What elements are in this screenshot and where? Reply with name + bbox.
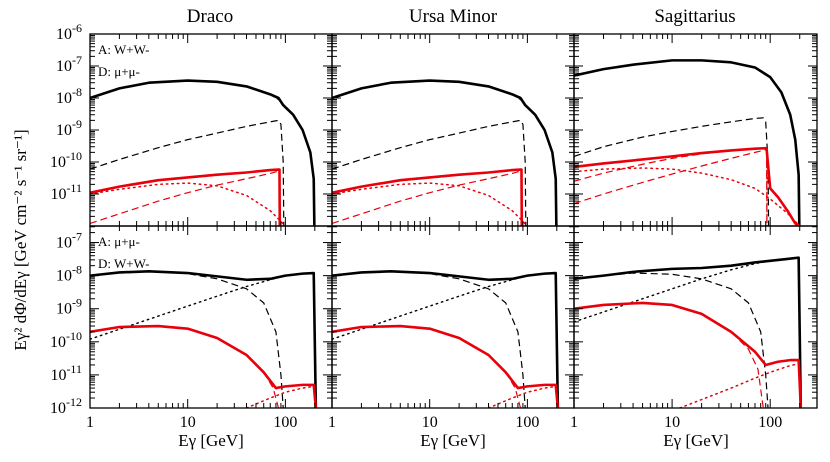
axis-ticks bbox=[573, 33, 818, 227]
series-group bbox=[90, 270, 318, 408]
legend-entry: A: W+W- bbox=[98, 42, 150, 57]
x-tick-label: 100 bbox=[758, 414, 782, 431]
series-a-dashed bbox=[332, 270, 526, 408]
y-tick-label: 10-10 bbox=[50, 329, 82, 351]
x-tick-label: 1 bbox=[570, 414, 578, 431]
series-a-dashed bbox=[574, 272, 769, 408]
legend-entry: D: μ+μ- bbox=[98, 64, 140, 79]
axis-ticks bbox=[331, 226, 575, 409]
x-tick-label: 10 bbox=[664, 414, 680, 431]
series-d-dotted bbox=[679, 362, 800, 408]
series-d-dotted bbox=[90, 182, 287, 226]
panel-frame bbox=[89, 225, 333, 409]
y-tick-label: 10-12 bbox=[50, 395, 82, 417]
series-d-total bbox=[90, 324, 318, 408]
series-d-total bbox=[332, 324, 560, 408]
panel-frame bbox=[573, 33, 818, 227]
series-d-dotted bbox=[332, 182, 529, 226]
y-tick-label: 10-11 bbox=[50, 181, 82, 203]
x-tick-label: 100 bbox=[515, 414, 539, 431]
legend-entry: D: W+W- bbox=[98, 256, 150, 271]
panel-top-ursa-minor bbox=[331, 33, 575, 227]
series-group bbox=[574, 256, 803, 408]
series-a-total bbox=[332, 79, 558, 226]
column-title-ursa-minor: Ursa Minor bbox=[409, 6, 498, 27]
panel-frame bbox=[331, 33, 575, 227]
y-tick-label: 10-8 bbox=[56, 85, 82, 107]
series-d-dashed bbox=[332, 325, 522, 408]
y-tick-label: 10-6 bbox=[56, 21, 82, 43]
panel-bottom-draco: 10-12 10-11 10-10 10-9 10-8 10-7 1 10 100 A: μ+μ-… bbox=[50, 225, 333, 431]
y-tick-label: 10-8 bbox=[56, 263, 82, 285]
column-titles: Draco Ursa Minor Sagittarius bbox=[187, 6, 736, 27]
y-tick-label: 10-10 bbox=[50, 149, 82, 171]
series-a-dotted bbox=[90, 79, 316, 226]
series-d-dotted bbox=[245, 385, 315, 408]
series-a-dotted bbox=[332, 79, 558, 226]
series-d-total bbox=[90, 168, 282, 226]
series-group bbox=[332, 79, 558, 226]
series-group bbox=[332, 270, 560, 408]
series-group bbox=[574, 59, 801, 226]
y-tick-label: 10-9 bbox=[56, 117, 82, 139]
y-tick-label: 10-7 bbox=[56, 230, 82, 252]
panel-frame bbox=[573, 225, 818, 409]
series-group bbox=[90, 79, 316, 226]
series-d-dotted bbox=[574, 167, 801, 226]
panel-top-sagittarius bbox=[573, 33, 818, 227]
axis-ticks bbox=[89, 226, 333, 409]
x-axis-label-3: Eγ [GeV] bbox=[663, 431, 729, 450]
series-d-dashed bbox=[90, 325, 280, 408]
axis-ticks bbox=[89, 33, 333, 227]
x-tick-label: 1 bbox=[328, 414, 336, 431]
series-a-dashed bbox=[574, 117, 770, 226]
series-a-dashed bbox=[332, 119, 527, 226]
y-tick-label: 10-9 bbox=[56, 296, 82, 318]
axis-ticks bbox=[331, 33, 575, 227]
series-d-dashed bbox=[332, 170, 523, 226]
series-a-dotted bbox=[332, 272, 559, 408]
series-a-dashed bbox=[90, 119, 285, 226]
y-tick-label: 10-7 bbox=[56, 53, 82, 75]
series-d-dotted bbox=[487, 385, 557, 408]
series-d-dashed bbox=[574, 302, 764, 408]
series-d-dashed bbox=[90, 170, 281, 226]
x-tick-label: 10 bbox=[422, 414, 438, 431]
series-a-dashed bbox=[90, 270, 284, 408]
series-d-total bbox=[574, 146, 801, 226]
column-title-sagittarius: Sagittarius bbox=[654, 6, 735, 27]
x-axis-label-2: Eγ [GeV] bbox=[420, 431, 486, 450]
x-axis-labels: Eγ [GeV] Eγ [GeV] Eγ [GeV] bbox=[178, 431, 729, 450]
series-d-total bbox=[574, 301, 803, 408]
legend-entry: A: μ+μ- bbox=[98, 234, 140, 249]
panel-top-draco: 10-11 10-10 10-9 10-8 10-7 10-6 A: W+W- D: μ+μ- bbox=[50, 21, 333, 227]
panel-bottom-ursa-minor: 1 10 100 bbox=[328, 225, 575, 431]
column-title-draco: Draco bbox=[187, 6, 233, 27]
y-axis-label: Eγ² dΦ/dEγ [GeV cm⁻² s⁻¹ sr⁻¹] bbox=[11, 129, 30, 350]
axis-ticks bbox=[573, 226, 818, 409]
x-tick-label: 100 bbox=[273, 414, 297, 431]
series-d-total bbox=[332, 168, 524, 226]
series-a-dotted bbox=[574, 59, 801, 226]
x-tick-label: 10 bbox=[180, 414, 196, 431]
y-tick-label: 10-11 bbox=[50, 362, 82, 384]
series-a-dotted bbox=[574, 256, 800, 323]
series-a-total bbox=[90, 79, 316, 226]
panel-frame bbox=[89, 33, 333, 227]
x-axis-label-1: Eγ [GeV] bbox=[178, 431, 244, 450]
panel-bottom-sagittarius: 1 10 100 bbox=[570, 225, 818, 431]
series-a-dotted bbox=[90, 272, 317, 408]
panels: 10-11 10-10 10-9 10-8 10-7 10-6 A: W+W- D: μ+μ-… bbox=[50, 21, 818, 431]
x-tick-label: 1 bbox=[86, 414, 94, 431]
panel-frame bbox=[331, 225, 575, 409]
series-d-dashed bbox=[574, 149, 768, 226]
